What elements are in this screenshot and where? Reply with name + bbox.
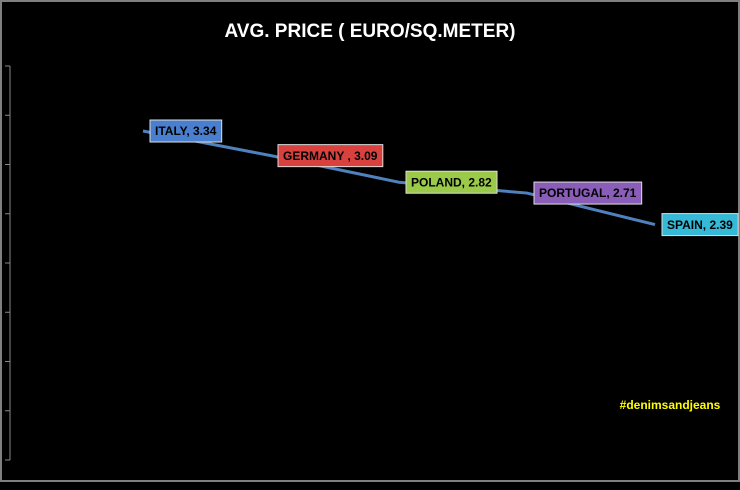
label-box — [661, 213, 739, 237]
data-label: GERMANY , 3.09 — [283, 149, 378, 163]
label-box — [149, 119, 223, 143]
chart-title: AVG. PRICE ( EURO/SQ.METER) — [224, 21, 515, 42]
data-label: ITALY, 3.34 — [155, 124, 217, 138]
label-box — [533, 181, 643, 205]
data-label: SPAIN, 2.39 — [667, 218, 733, 232]
data-label: PORTUGAL, 2.71 — [539, 186, 637, 200]
label-box — [277, 144, 384, 168]
annotation: #denimsandjeans — [620, 398, 721, 412]
data-label: POLAND, 2.82 — [411, 175, 492, 189]
label-box — [405, 170, 498, 194]
